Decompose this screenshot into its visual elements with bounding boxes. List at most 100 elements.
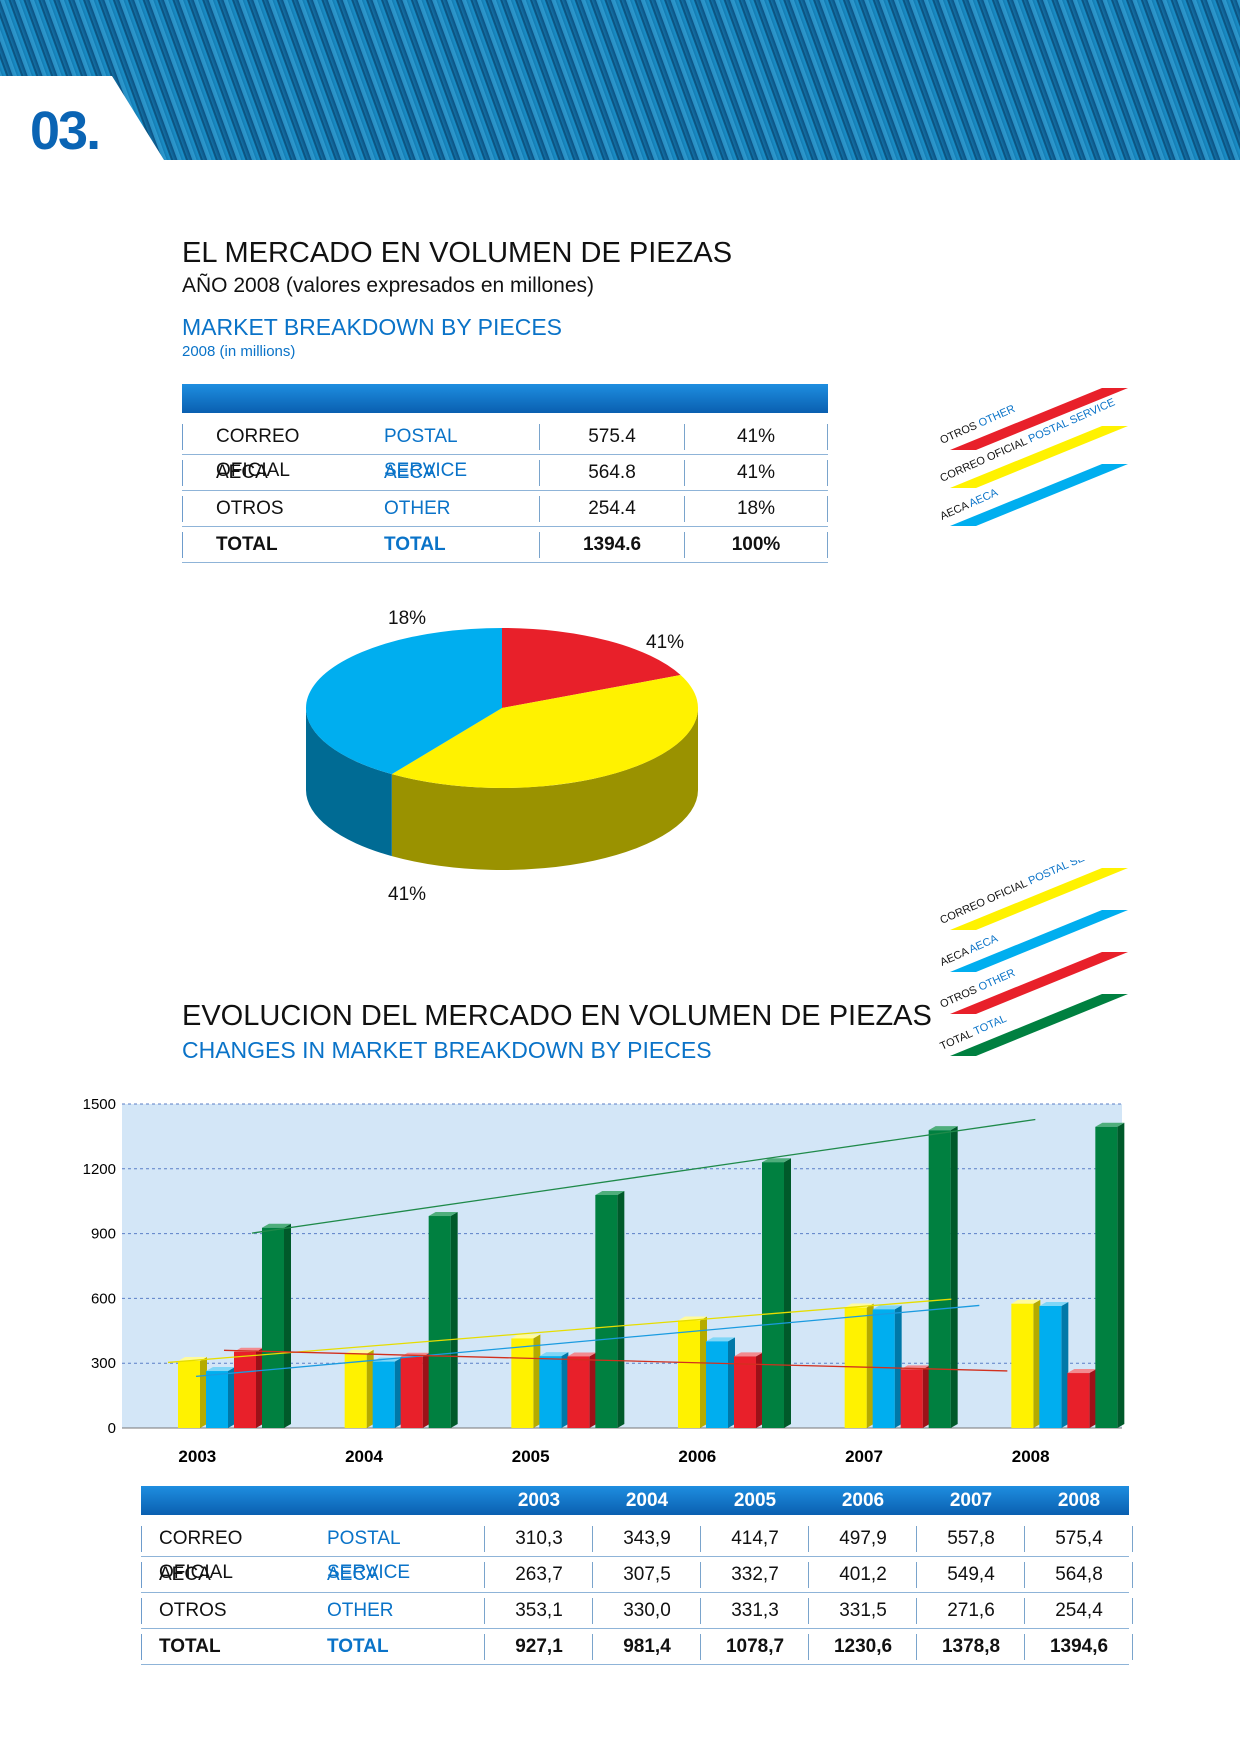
column-separator: [700, 1634, 701, 1660]
table-row: CORREO OFICIAL POSTAL SERVICE 310,3 343,9 41…: [141, 1522, 1133, 1583]
row-value: 330,0: [623, 1600, 671, 1621]
y-tick-label: 1200: [83, 1161, 116, 1178]
column-separator: [808, 1598, 809, 1624]
x-tick-label: 2007: [845, 1447, 883, 1466]
year-header: 2003: [517, 1490, 561, 1511]
row-label-es: TOTAL: [216, 534, 278, 555]
legend-ribbon: [950, 388, 1128, 450]
column-separator: [1132, 1634, 1133, 1660]
pie-slice-side: [391, 708, 698, 870]
bar-otros-2006: [734, 1352, 763, 1428]
column-separator: [916, 1634, 917, 1660]
column-separator: [1132, 1598, 1133, 1624]
column-separator: [592, 1562, 593, 1588]
y-tick-label: 300: [91, 1355, 116, 1372]
column-separator: [484, 1634, 485, 1660]
column-separator: [484, 1598, 485, 1624]
bar-total-2008: [1095, 1122, 1125, 1428]
row-label-en: AECA: [327, 1564, 379, 1585]
legend-item: TOTAL TOTAL: [938, 994, 1128, 1056]
column-separator: [684, 424, 685, 450]
bar-aeca-2007: [872, 1305, 902, 1428]
header-banner: [0, 0, 1240, 160]
table-row: CORREO OFICIAL POSTAL SERVICE 575.4 41%: [182, 420, 828, 481]
column-separator: [592, 1634, 593, 1660]
row-value: 927,1: [515, 1636, 563, 1657]
row-label-es: OTROS: [216, 498, 284, 519]
evolution-title-en: CHANGES IN MARKET BREAKDOWN BY PIECES: [182, 1037, 712, 1063]
row-edge: [141, 1562, 142, 1588]
column-separator: [539, 424, 540, 450]
year-header: 2004: [625, 1490, 669, 1511]
row-label-es: TOTAL: [159, 1636, 221, 1657]
column-separator: [808, 1526, 809, 1552]
column-separator: [684, 460, 685, 486]
row-value: 1230,6: [833, 1636, 893, 1657]
bar-correo-oficial-2007: [844, 1303, 874, 1428]
column-separator: [484, 1562, 485, 1588]
column-separator: [827, 424, 828, 450]
row-value: 1394.6: [582, 534, 642, 555]
column-separator: [916, 1562, 917, 1588]
legend-ribbon: [950, 910, 1128, 972]
column-separator: [1024, 1562, 1025, 1588]
row-value: 557,8: [947, 1528, 995, 1549]
year-header: 2006: [841, 1490, 885, 1511]
column-separator: [539, 496, 540, 522]
row-value: 414,7: [731, 1528, 779, 1549]
column-separator: [539, 532, 540, 558]
table-row: OTROS OTHER 353,1 330,0 331,3 331,5 271,6 254,4: [141, 1594, 1133, 1629]
trendline-aeca: [195, 1304, 980, 1378]
table-row: OTROS OTHER 254.4 18%: [182, 492, 828, 527]
column-separator: [1024, 1598, 1025, 1624]
column-separator: [592, 1598, 593, 1624]
year-header: 2005: [733, 1490, 777, 1511]
row-value: 307,5: [623, 1564, 671, 1585]
row-value: 310,3: [515, 1528, 563, 1549]
row-edge: [141, 1526, 142, 1552]
row-value: 497,9: [839, 1528, 887, 1549]
pie-title-es: EL MERCADO EN VOLUMEN DE PIEZAS: [182, 237, 733, 269]
row-value: 1078,7: [725, 1636, 785, 1657]
market-breakdown-table: CORREO OFICIAL POSTAL SERVICE 575.4 41% AECA…: [182, 384, 828, 563]
bar-otros-2008: [1067, 1369, 1097, 1428]
pie-slice-correo-oficial: [391, 675, 698, 788]
column-separator: [1024, 1634, 1025, 1660]
row-edge: [182, 460, 183, 486]
pie-label-correo: 41%: [646, 632, 685, 653]
row-label-en: TOTAL: [384, 534, 446, 555]
row-value: 331,5: [839, 1600, 887, 1621]
row-value: 564.8: [588, 462, 636, 483]
column-separator: [700, 1526, 701, 1552]
column-separator: [1024, 1526, 1025, 1552]
row-edge: [182, 496, 183, 522]
table-header-bar: [182, 384, 828, 413]
pie-slice-otros: [502, 628, 681, 708]
row-label-en: OTHER: [384, 498, 451, 519]
column-separator: [700, 1598, 701, 1624]
row-label-es: CORREO OFICIAL: [216, 426, 300, 481]
column-separator: [684, 532, 685, 558]
row-label-en: OTHER: [327, 1600, 394, 1621]
row-edge: [182, 424, 183, 450]
row-value: 254,4: [1055, 1600, 1103, 1621]
x-tick-label: 2008: [1012, 1447, 1050, 1466]
bar-aeca-2006: [706, 1337, 735, 1428]
bar-otros-2007: [900, 1365, 930, 1428]
table-row: AECA AECA 564.8 41%: [182, 456, 828, 491]
row-value: 564,8: [1055, 1564, 1103, 1585]
bar-total-2006: [762, 1158, 791, 1428]
row-value: 343,9: [623, 1528, 671, 1549]
row-label-en: TOTAL: [327, 1636, 389, 1657]
legend-ribbon: [950, 952, 1128, 1014]
row-value: 575,4: [1055, 1528, 1103, 1549]
row-percent: 100%: [731, 534, 781, 555]
row-edge: [141, 1598, 142, 1624]
pie-slice-side: [306, 708, 392, 857]
row-value: 1394,6: [1049, 1636, 1109, 1657]
column-separator: [827, 460, 828, 486]
column-separator: [808, 1562, 809, 1588]
pie-chart: [305, 628, 698, 870]
evolution-table: 2003 2004 2005 2006 2007 2008 CORREO OFICIAL PO…: [141, 1486, 1133, 1665]
